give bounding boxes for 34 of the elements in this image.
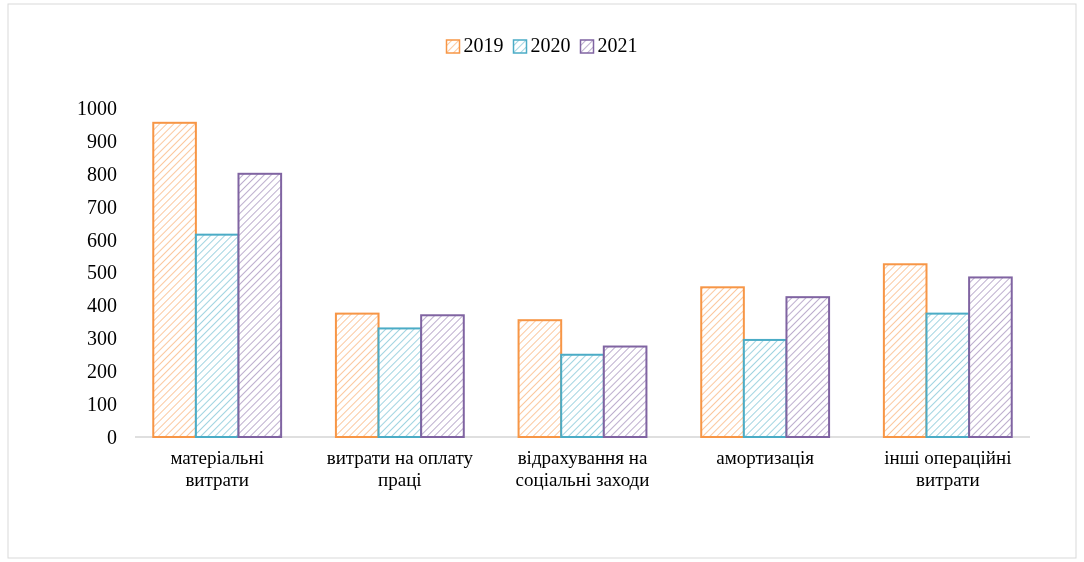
bar [194, 233, 240, 438]
x-tick-label: відрахування на соціальні заходи [515, 446, 650, 491]
y-tick-label: 900 [87, 129, 117, 152]
y-tick-label: 100 [87, 393, 117, 415]
y-tick-label: 800 [87, 162, 117, 185]
y-tick-label: 500 [87, 261, 117, 284]
legend-label: 2020 [530, 34, 571, 56]
bar [882, 263, 928, 438]
bar [237, 172, 283, 438]
y-tick-label: 0 [107, 425, 117, 448]
y-tick-label: 1000 [77, 96, 117, 119]
x-tick-label: витрати на оплату праці [326, 446, 474, 491]
x-tick-label: інші операційні витрати [884, 446, 1012, 491]
bar [925, 312, 971, 438]
bar [968, 276, 1013, 438]
y-tick-label: 400 [87, 294, 117, 317]
bar [785, 296, 831, 438]
bar [700, 286, 745, 438]
bar [334, 312, 380, 438]
y-tick-label: 300 [87, 327, 117, 350]
bar [152, 121, 197, 438]
legend-label: 2019 [463, 34, 504, 56]
y-tick-label: 200 [87, 360, 117, 383]
legend-label: 2021 [597, 34, 638, 56]
bar [377, 327, 423, 438]
y-tick-label: 600 [87, 228, 117, 251]
bar [742, 338, 788, 438]
bar [602, 345, 648, 438]
x-tick-label: матеріальні витрати [170, 446, 264, 491]
bar [517, 319, 563, 438]
y-tick-label: 700 [87, 195, 117, 218]
x-tick-label: амортизація [716, 446, 815, 468]
bar [420, 314, 465, 438]
bar [560, 353, 605, 438]
